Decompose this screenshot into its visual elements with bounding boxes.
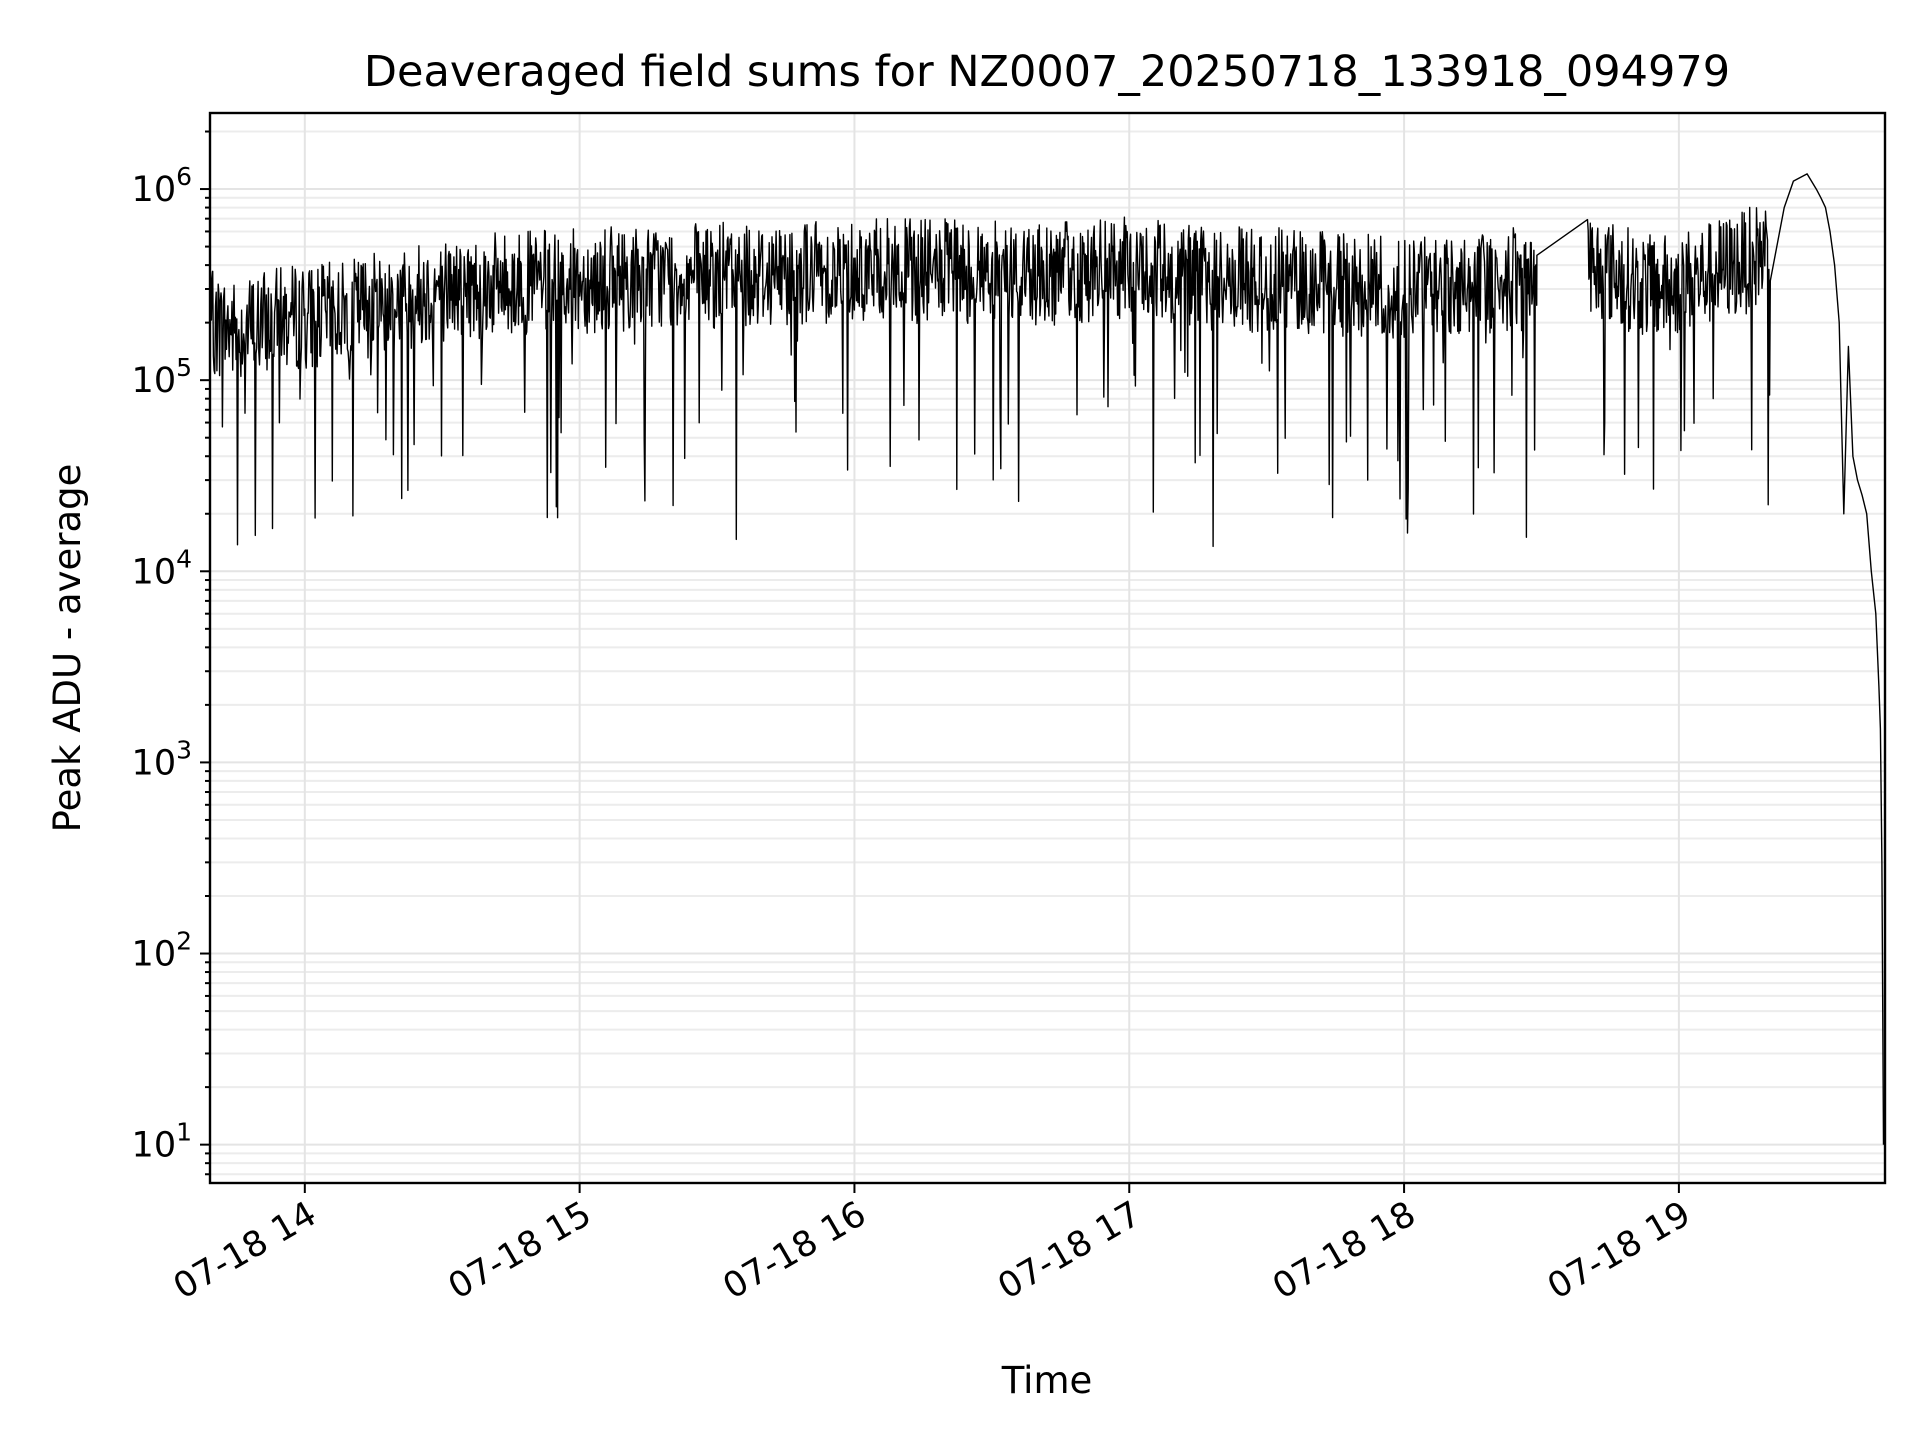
series-layer bbox=[209, 173, 1885, 1145]
y-tick-label: 106 bbox=[132, 162, 192, 210]
y-tick-label-exponent: 4 bbox=[176, 544, 192, 573]
y-tick-label-exponent: 6 bbox=[176, 162, 192, 191]
y-tick-label-exponent: 2 bbox=[176, 927, 192, 956]
y-tick-label-exponent: 1 bbox=[176, 1118, 192, 1147]
y-tick-label-base: 10 bbox=[132, 743, 177, 783]
y-tick-label: 102 bbox=[132, 927, 192, 975]
y-tick-label-base: 10 bbox=[132, 935, 177, 975]
y-tick-label-exponent: 3 bbox=[176, 735, 192, 764]
y-tick-label: 101 bbox=[132, 1118, 192, 1166]
x-axis-label: Time bbox=[1001, 1359, 1093, 1402]
y-tick-label-base: 10 bbox=[132, 361, 177, 401]
y-tick-label-base: 10 bbox=[132, 170, 177, 210]
chart-title: Deaveraged field sums for NZ0007_2025071… bbox=[364, 47, 1730, 97]
y-tick-label-base: 10 bbox=[132, 1126, 177, 1166]
y-tick-label: 105 bbox=[132, 353, 192, 401]
y-tick-label: 104 bbox=[132, 544, 192, 592]
y-tick-label-base: 10 bbox=[132, 552, 177, 592]
y-axis-label: Peak ADU - average bbox=[46, 464, 89, 833]
y-tick-label: 103 bbox=[132, 735, 192, 783]
y-tick-label-exponent: 5 bbox=[176, 353, 192, 382]
series-line bbox=[209, 173, 1885, 1145]
